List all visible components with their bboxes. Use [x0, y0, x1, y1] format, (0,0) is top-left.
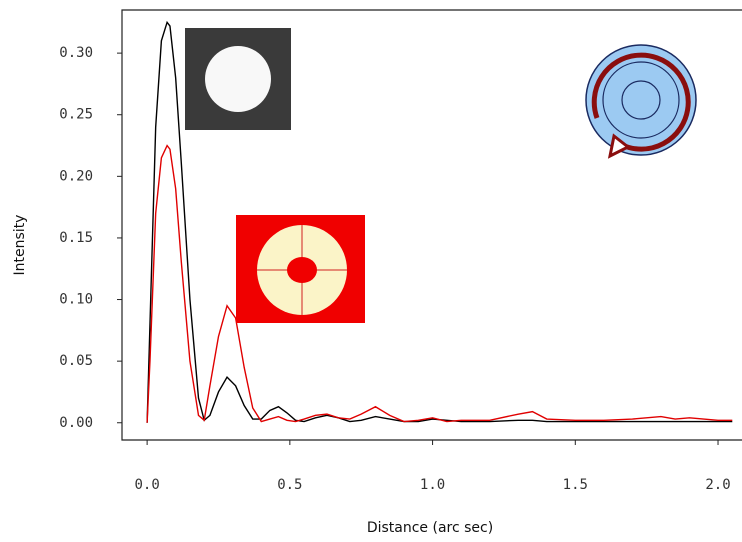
- plot-area: [146, 20, 733, 423]
- y-tick-label: 0.10: [59, 292, 93, 308]
- x-tick-label: 0.5: [277, 477, 302, 493]
- y-tick-label: 0.05: [59, 353, 93, 369]
- y-tick-label: 0.15: [59, 230, 93, 246]
- x-tick-label: 1.0: [420, 477, 445, 493]
- y-tick-label: 0.25: [59, 107, 93, 123]
- x-axis-label: Distance (arc sec): [367, 520, 493, 536]
- y-tick-label: 0.30: [59, 45, 93, 61]
- x-tick-label: 1.5: [563, 477, 588, 493]
- y-tick-label: 0.20: [59, 168, 93, 184]
- y-tick-label: 0.00: [59, 415, 93, 431]
- series-line: [146, 144, 733, 423]
- inset-rotation-icon: [585, 44, 697, 159]
- inset-annular-aperture: [236, 215, 365, 323]
- plot-frame: [121, 9, 742, 441]
- inset-full-aperture: [185, 28, 291, 130]
- y-axis-label: Intensity: [12, 215, 28, 276]
- series-line: [146, 20, 733, 423]
- x-tick-label: 2.0: [705, 477, 730, 493]
- x-tick-label: 0.0: [134, 477, 159, 493]
